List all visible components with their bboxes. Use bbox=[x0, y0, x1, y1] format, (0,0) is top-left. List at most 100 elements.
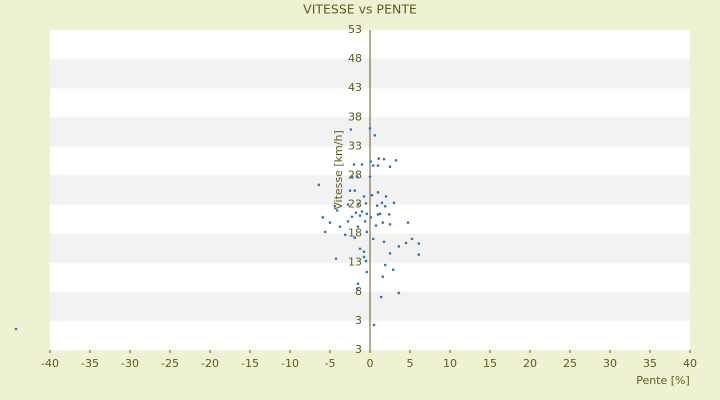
point bbox=[388, 165, 392, 169]
point bbox=[377, 157, 381, 160]
y-tick-label: 23 bbox=[348, 198, 362, 211]
x-tick-label: 35 bbox=[643, 357, 657, 370]
point bbox=[369, 216, 373, 219]
point bbox=[387, 213, 391, 216]
point bbox=[368, 175, 372, 178]
point bbox=[343, 233, 347, 237]
x-tick-label: -30 bbox=[121, 357, 139, 370]
point bbox=[380, 201, 384, 205]
point bbox=[328, 221, 332, 224]
chart-title: VITESSE vs PENTE bbox=[303, 2, 417, 17]
point bbox=[370, 193, 374, 197]
point bbox=[375, 204, 379, 208]
point bbox=[384, 195, 388, 198]
x-tick-label: 25 bbox=[563, 357, 577, 370]
point bbox=[362, 195, 366, 198]
y-tick-label: 43 bbox=[348, 81, 362, 94]
point bbox=[356, 225, 360, 228]
x-tick-label: 5 bbox=[407, 357, 414, 370]
y-tick-label: 13 bbox=[348, 256, 362, 269]
point bbox=[397, 291, 401, 295]
point bbox=[352, 163, 356, 166]
point bbox=[417, 253, 421, 256]
point bbox=[365, 212, 369, 216]
point bbox=[362, 255, 366, 259]
point bbox=[371, 237, 375, 241]
point bbox=[376, 191, 380, 194]
x-tick-label: 40 bbox=[683, 357, 697, 370]
point bbox=[381, 275, 385, 278]
point bbox=[365, 270, 369, 274]
point bbox=[378, 212, 382, 216]
y-tick-label: 3 bbox=[355, 314, 362, 327]
y-tick-label: 28 bbox=[348, 168, 362, 181]
point bbox=[371, 164, 375, 167]
x-tick-label: -20 bbox=[201, 357, 219, 370]
point bbox=[383, 204, 387, 208]
point bbox=[353, 236, 357, 240]
x-tick-label: -15 bbox=[241, 357, 259, 370]
point bbox=[381, 221, 385, 224]
point bbox=[338, 225, 342, 228]
point bbox=[372, 323, 376, 327]
point bbox=[364, 202, 368, 205]
point bbox=[383, 263, 387, 267]
point bbox=[350, 175, 354, 178]
point bbox=[391, 268, 395, 272]
point bbox=[355, 175, 359, 178]
point bbox=[354, 211, 358, 214]
point bbox=[350, 215, 354, 219]
point bbox=[335, 209, 339, 212]
point bbox=[392, 201, 396, 205]
point bbox=[374, 224, 378, 227]
point bbox=[388, 223, 392, 226]
point bbox=[349, 128, 353, 131]
point bbox=[346, 203, 350, 206]
point bbox=[382, 240, 386, 244]
point bbox=[388, 252, 392, 255]
point bbox=[360, 210, 364, 213]
point bbox=[368, 127, 372, 130]
x-tick-label: -35 bbox=[81, 357, 99, 370]
point bbox=[356, 282, 360, 285]
point bbox=[358, 247, 362, 251]
y-tick-label: 38 bbox=[348, 110, 362, 123]
point bbox=[397, 245, 401, 248]
point bbox=[334, 257, 338, 260]
point bbox=[406, 221, 410, 224]
x-tick-label: -10 bbox=[281, 357, 299, 370]
point bbox=[360, 163, 364, 166]
point bbox=[323, 230, 327, 234]
point bbox=[417, 242, 421, 245]
x-tick-label: -5 bbox=[325, 357, 336, 370]
point bbox=[321, 216, 325, 219]
point bbox=[333, 204, 337, 208]
x-tick-label: 20 bbox=[523, 357, 537, 370]
point bbox=[379, 295, 383, 299]
point bbox=[363, 220, 367, 223]
y-tick-label: 18 bbox=[348, 227, 362, 240]
y-tick-label: 33 bbox=[348, 139, 362, 152]
point bbox=[369, 160, 373, 163]
x-tick-label: 10 bbox=[443, 357, 457, 370]
x-tick-label: -25 bbox=[161, 357, 179, 370]
point bbox=[346, 220, 350, 223]
x-axis-label: Pente [%] bbox=[636, 374, 690, 387]
point bbox=[14, 327, 18, 331]
y-tick-label: 3 bbox=[355, 343, 362, 356]
point bbox=[353, 189, 357, 192]
point bbox=[376, 164, 380, 167]
point bbox=[362, 250, 366, 253]
point bbox=[376, 213, 380, 216]
point bbox=[394, 159, 398, 162]
point bbox=[355, 287, 359, 291]
point bbox=[364, 259, 368, 263]
point bbox=[348, 189, 352, 192]
x-tick-label: 15 bbox=[483, 357, 497, 370]
point bbox=[365, 230, 369, 234]
point bbox=[382, 157, 386, 161]
point bbox=[410, 237, 414, 241]
x-tick-label: 30 bbox=[603, 357, 617, 370]
point bbox=[358, 214, 362, 217]
